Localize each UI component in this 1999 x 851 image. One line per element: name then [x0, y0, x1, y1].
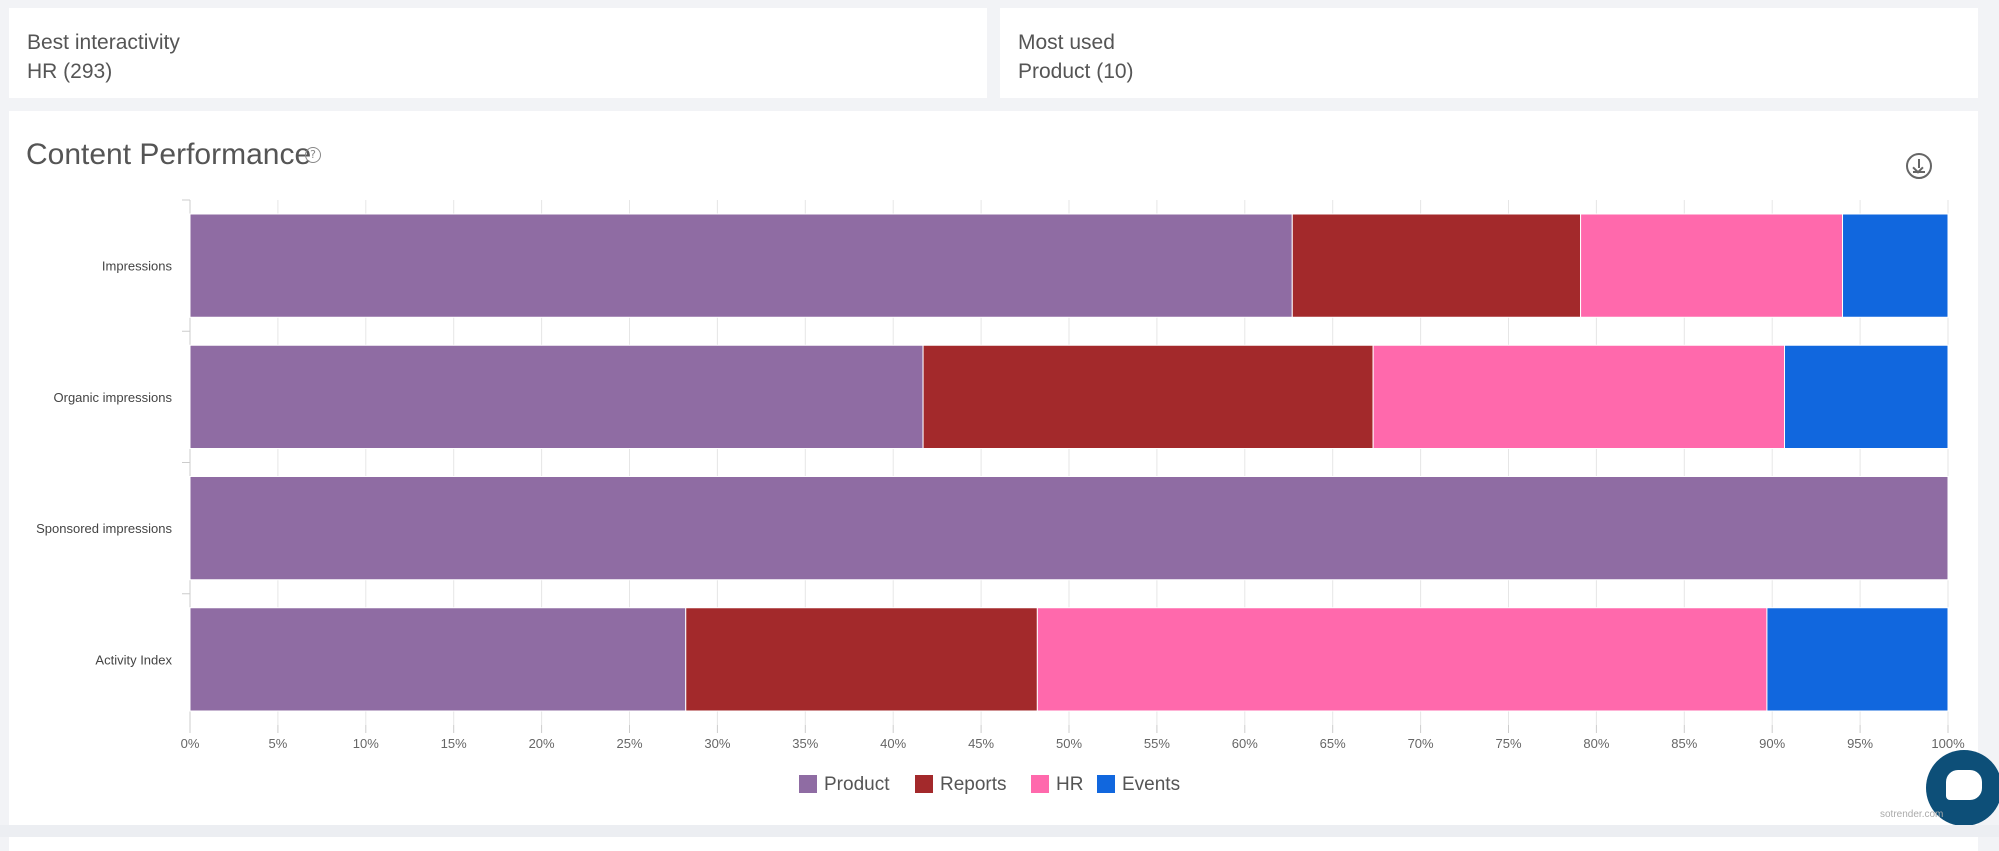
x-tick-label: 0%: [181, 736, 200, 751]
bar-segment-product: [189, 476, 1949, 581]
kpi-label: Best interactivity: [27, 31, 180, 54]
chat-bubble-icon: [1946, 770, 1982, 800]
x-tick-label: 60%: [1232, 736, 1258, 751]
x-tick-label: 50%: [1056, 736, 1082, 751]
bar-segment-reports: [1291, 213, 1582, 318]
x-tick-label: 100%: [1931, 736, 1965, 751]
download-base-line: [1913, 171, 1925, 173]
bar-segment-product: [189, 344, 924, 449]
legend-swatch: [799, 775, 817, 793]
bar-segment-product: [189, 213, 1293, 318]
x-tick-label: 35%: [792, 736, 818, 751]
bar-segment-events: [1784, 344, 1949, 449]
x-tick-label: 85%: [1671, 736, 1697, 751]
bar-segment-events: [1842, 213, 1949, 318]
download-circle-icon: [1918, 159, 1920, 168]
x-tick-label: 30%: [704, 736, 730, 751]
x-tick-label: 70%: [1408, 736, 1434, 751]
y-category-label: Organic impressions: [54, 390, 173, 405]
kpi-value: Product (10): [1018, 60, 1134, 83]
x-tick-label: 55%: [1144, 736, 1170, 751]
bottom-strip: [0, 825, 1999, 837]
x-tick-label: 5%: [269, 736, 288, 751]
x-tick-label: 25%: [616, 736, 642, 751]
question-circle-icon[interactable]: ?: [305, 147, 321, 163]
bar-segment-reports: [922, 344, 1374, 449]
legend-label: HR: [1056, 774, 1083, 795]
x-tick-label: 95%: [1847, 736, 1873, 751]
bar-segment-hr: [1580, 213, 1844, 318]
x-tick-label: 40%: [880, 736, 906, 751]
legend-swatch: [915, 775, 933, 793]
chat-button[interactable]: [1926, 750, 1999, 826]
legend-swatch: [1031, 775, 1049, 793]
bar-segment-events: [1766, 607, 1949, 712]
bar-segment-hr: [1036, 607, 1768, 712]
bar-segment-product: [189, 607, 687, 712]
legend-label: Events: [1122, 774, 1180, 795]
kpi-value: HR (293): [27, 60, 113, 83]
x-tick-label: 10%: [353, 736, 379, 751]
legend-label: Product: [824, 774, 890, 795]
legend-label: Reports: [940, 774, 1007, 795]
kpi-card-most-used: Most used Product (10): [1000, 8, 1978, 98]
y-category-label: Sponsored impressions: [36, 521, 172, 536]
bar-segment-hr: [1372, 344, 1786, 449]
y-category-label: Impressions: [102, 259, 173, 274]
legend-swatch: [1097, 775, 1115, 793]
kpi-card-best-interactivity: Best interactivity HR (293): [9, 8, 987, 98]
x-tick-label: 45%: [968, 736, 994, 751]
x-tick-label: 65%: [1320, 736, 1346, 751]
x-tick-label: 15%: [441, 736, 467, 751]
panel-title: Content Performance: [26, 138, 312, 171]
bar-segment-reports: [685, 607, 1038, 712]
x-tick-label: 20%: [529, 736, 555, 751]
watermark: sotrender.com: [1880, 809, 1944, 820]
y-category-label: Activity Index: [95, 652, 172, 667]
kpi-label: Most used: [1018, 31, 1115, 54]
x-tick-label: 75%: [1495, 736, 1521, 751]
x-tick-label: 80%: [1583, 736, 1609, 751]
x-tick-label: 90%: [1759, 736, 1785, 751]
download-button[interactable]: [1906, 153, 1932, 179]
